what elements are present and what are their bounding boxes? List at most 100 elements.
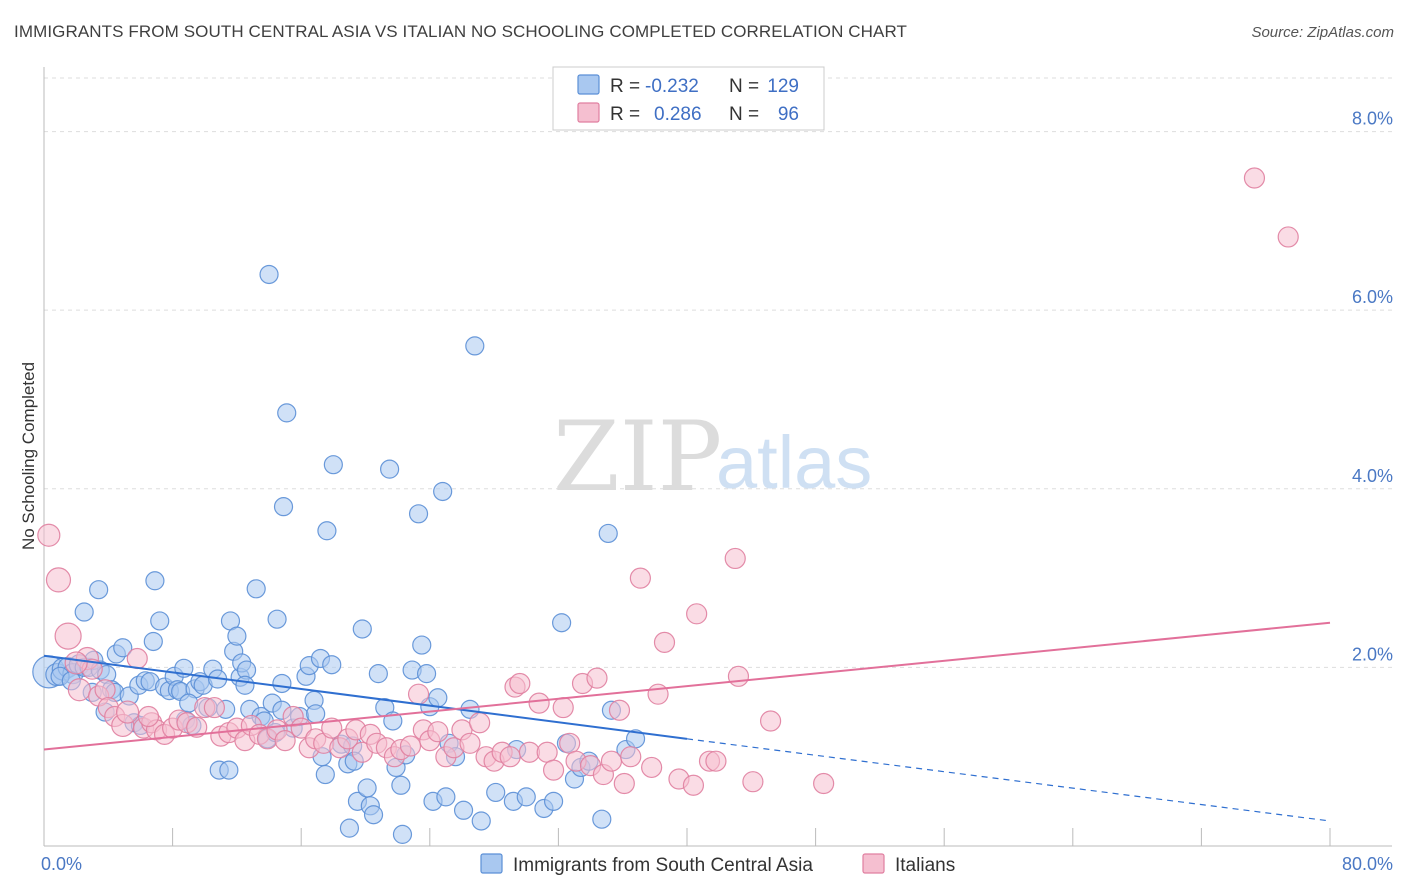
ticks-layer: 2.0% 4.0% 6.0% 8.0% 0.0% 80.0% <box>41 109 1393 874</box>
series-1-point-60 <box>499 746 521 768</box>
legend-swatch-series-1 <box>577 102 600 123</box>
series-1-point-87 <box>724 547 746 570</box>
series-0-point-100 <box>433 481 453 502</box>
series-0-point-124 <box>339 818 360 838</box>
series-1-point-62 <box>509 672 531 695</box>
series-0-point-52 <box>246 579 266 599</box>
series-0-point-81 <box>352 619 372 639</box>
y-tick-label-3: 8.0% <box>1352 109 1393 129</box>
series-1-point-31 <box>274 730 296 752</box>
series-0-trendline <box>43 654 688 740</box>
y-axis-label: No Schooling Completed <box>19 362 38 550</box>
axes-layer <box>43 67 1392 847</box>
series-1-point-91 <box>813 772 835 795</box>
series-1-point-48 <box>407 683 430 705</box>
series-1-point-78 <box>629 567 651 589</box>
trend-layer <box>43 621 1331 822</box>
series-0-point-95 <box>412 635 432 655</box>
series-1-point-20 <box>186 716 208 738</box>
series-0-point-119 <box>592 809 612 829</box>
series-1-point-66 <box>542 759 565 781</box>
series-0-point-90 <box>391 775 411 795</box>
series-legend-label-0: Immigrants from South Central Asia <box>513 855 813 876</box>
legend-n-value-1: 96 <box>778 104 799 125</box>
legend-r-label-1: R = <box>610 104 640 125</box>
y-tick-label-0: 2.0% <box>1352 644 1393 664</box>
series-1-point-51 <box>427 721 449 743</box>
series-0-point-13 <box>89 580 109 600</box>
legend-r-label-0: R = <box>610 76 640 97</box>
series-1-point-72 <box>586 667 608 689</box>
series-0-point-120 <box>598 523 618 544</box>
series-1-point-3 <box>67 678 91 702</box>
series-0-point-84 <box>363 805 384 825</box>
series-1-point-88 <box>727 665 750 687</box>
series-0-point-91 <box>392 824 413 844</box>
series-0-point-75 <box>323 455 343 475</box>
series-0-trendline-extension <box>686 738 1331 822</box>
series-1-point-56 <box>469 712 491 734</box>
series-1-point-90 <box>759 710 782 732</box>
series-1-point-0 <box>37 523 61 547</box>
series-0-point-61 <box>272 673 292 694</box>
series-1-point-55 <box>459 732 481 754</box>
source-label: Source: ZipAtlas.com <box>1251 24 1394 41</box>
series-1-point-2 <box>54 622 82 650</box>
series-1-point-77 <box>620 746 642 768</box>
x-tick-label-1: 80.0% <box>1342 854 1393 874</box>
series-0-point-50 <box>235 675 255 695</box>
series-0-point-85 <box>368 664 388 684</box>
series-1-point-75 <box>608 699 631 721</box>
series-0-point-82 <box>357 778 377 798</box>
series-1-point-65 <box>536 741 558 763</box>
legend-r-value-1: 0.286 <box>654 104 702 125</box>
series-0-point-25 <box>143 631 163 652</box>
series-legend: Immigrants from South Central Asia Itali… <box>480 853 955 876</box>
y-tick-label-1: 4.0% <box>1352 466 1393 486</box>
series-1-point-7 <box>94 679 116 701</box>
series-1-point-86 <box>705 750 727 772</box>
series-1-point-94 <box>64 651 88 675</box>
series-1-point-81 <box>653 631 676 653</box>
series-0-point-62 <box>273 497 294 517</box>
legend-n-value-0: 129 <box>767 76 799 97</box>
y-tick-label-2: 6.0% <box>1352 287 1393 307</box>
series-0-point-27 <box>150 611 170 631</box>
legend-n-label-0: N = <box>729 76 759 97</box>
series-0-point-94 <box>408 504 429 524</box>
series-1-point-37 <box>321 717 343 739</box>
legend-r-value-0: -0.232 <box>645 76 699 97</box>
series-0-point-87 <box>380 459 400 479</box>
series-0-point-73 <box>317 521 337 541</box>
watermark-zip: ZIP <box>553 401 722 513</box>
series-0-point-26 <box>145 571 165 591</box>
series-0-point-19 <box>113 638 133 658</box>
series-legend-swatch-0 <box>480 853 503 874</box>
series-0-point-74 <box>322 655 342 675</box>
series-0-point-63 <box>277 403 297 423</box>
series-0-point-113 <box>543 791 564 811</box>
series-1-trendline <box>43 621 1331 751</box>
series-0-point-58 <box>267 609 287 629</box>
legend-swatch-series-0 <box>577 74 600 95</box>
series-1-point-92 <box>1243 167 1266 189</box>
series-0-point-96 <box>416 664 437 684</box>
series-1-point-95 <box>137 705 160 728</box>
series-1-point-47 <box>399 735 422 757</box>
series-1-point-64 <box>528 692 550 714</box>
legend-n-label-1: N = <box>729 104 759 125</box>
series-1-point-76 <box>613 772 635 795</box>
series-0-point-101 <box>436 787 456 807</box>
watermark-atlas: atlas <box>716 421 872 504</box>
series-1-point-1 <box>45 567 72 593</box>
series-1-point-74 <box>600 750 623 772</box>
grid-layer <box>44 77 1392 668</box>
watermark: ZIP atlas <box>553 401 872 513</box>
series-1-point-83 <box>682 774 705 796</box>
series-1-point-89 <box>742 771 764 793</box>
series-1-point-63 <box>518 741 541 763</box>
series-0-point-108 <box>486 782 506 803</box>
series-0-point-114 <box>552 613 572 633</box>
series-1-point-79 <box>641 756 663 779</box>
